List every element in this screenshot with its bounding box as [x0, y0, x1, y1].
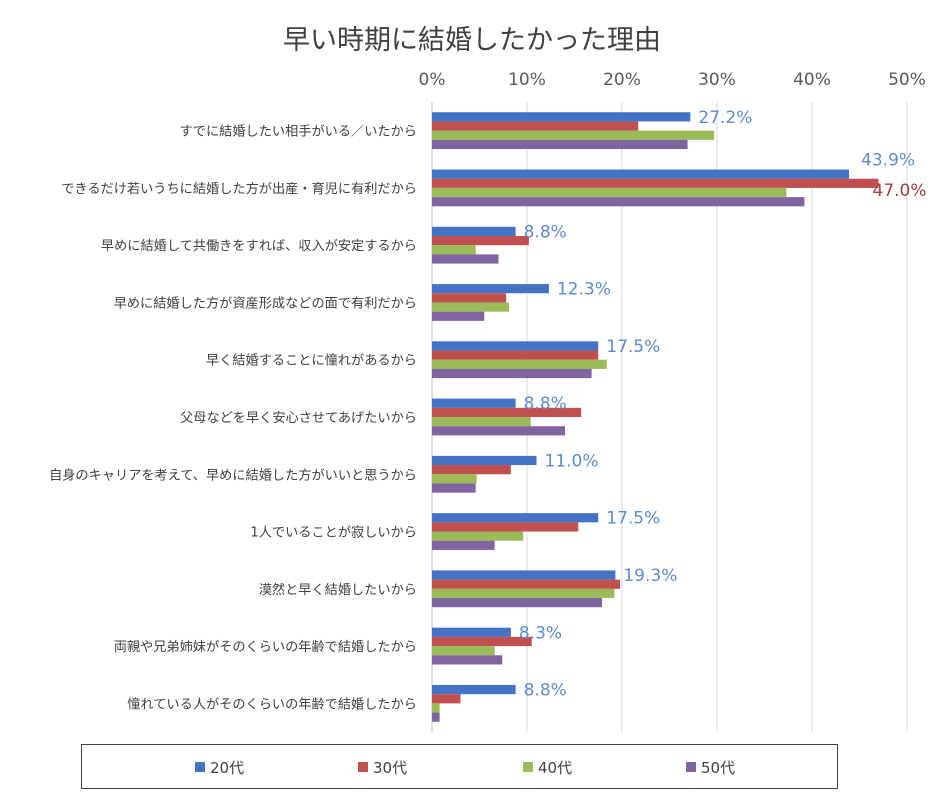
- bar: [432, 694, 461, 704]
- bar: [432, 341, 599, 351]
- bar: [432, 646, 495, 656]
- bar: [432, 293, 507, 303]
- bar: [432, 169, 850, 179]
- bar: [432, 636, 532, 647]
- bar: [432, 178, 879, 188]
- bar: [432, 112, 691, 122]
- bar: [432, 254, 499, 264]
- bar: [432, 474, 477, 484]
- bar: [432, 540, 495, 550]
- legend-swatch: [195, 762, 205, 772]
- data-label: 47.0%: [873, 181, 927, 201]
- bar: [432, 598, 603, 608]
- data-label: 8.3%: [519, 623, 562, 643]
- bar: [432, 483, 476, 493]
- bar: [432, 187, 787, 198]
- legend-item: 30代: [358, 757, 407, 777]
- chart-title: 早い時期に結婚したかった理由: [283, 25, 661, 56]
- bar: [432, 588, 615, 599]
- legend-item: 20代: [195, 757, 244, 777]
- bar: [432, 684, 516, 695]
- data-label: 17.5%: [606, 337, 660, 357]
- bar: [432, 712, 440, 722]
- data-label: 17.5%: [606, 509, 660, 529]
- bar: [432, 121, 639, 131]
- bar: [432, 226, 516, 236]
- bar: [432, 407, 582, 417]
- chart-legend: 20代 30代 40代 50代: [81, 744, 838, 789]
- legend-label: 30代: [373, 758, 408, 777]
- bar: [432, 130, 715, 140]
- category-label: 早めに結婚して共働きをすれば、収入が安定するから: [101, 238, 417, 254]
- bar: [432, 513, 599, 523]
- legend-swatch: [686, 762, 696, 772]
- bar: [432, 703, 440, 713]
- bar: [432, 570, 616, 580]
- bar: [432, 284, 549, 294]
- data-label: 8.8%: [524, 222, 567, 242]
- category-label: 父母などを早く安心させてあげたいから: [180, 410, 417, 426]
- data-label: 27.2%: [698, 108, 752, 128]
- bar: [432, 455, 537, 466]
- data-label: 12.3%: [557, 280, 611, 300]
- bar: [432, 350, 599, 360]
- bar: [432, 522, 579, 532]
- legend-swatch: [523, 762, 533, 772]
- legend-label: 40代: [538, 758, 573, 777]
- category-label: 早めに結婚した方が資産形成などの面で有利だから: [114, 295, 417, 311]
- bar: [432, 139, 688, 150]
- data-label: 11.0%: [545, 451, 599, 471]
- legend-item: 50代: [686, 757, 735, 777]
- data-label: 43.9%: [861, 151, 915, 171]
- bar: [432, 627, 511, 637]
- bar: [432, 531, 524, 541]
- legend-item: 40代: [523, 757, 572, 777]
- category-label: 早く結婚することに憧れがあるから: [206, 353, 417, 369]
- x-tick-label: 10%: [508, 70, 546, 90]
- x-tick-label: 0%: [419, 70, 446, 90]
- bar: [432, 197, 805, 207]
- bar: [432, 368, 592, 379]
- bar: [432, 359, 607, 369]
- x-tick-label: 50%: [888, 70, 926, 90]
- category-label: 憧れている人がそのくらいの年齢で結婚したから: [127, 696, 417, 712]
- data-label: 8.8%: [524, 394, 567, 414]
- bar: [432, 465, 511, 475]
- category-label: すでに結婚したい相手がいる／いたから: [179, 124, 417, 140]
- category-label: 漠然と早く結婚したいから: [259, 581, 417, 598]
- category-label: できるだけ若いうちに結婚した方が出産・育児に有利だから: [61, 181, 417, 197]
- legend-label: 50代: [701, 758, 736, 777]
- x-tick-label: 20%: [603, 70, 641, 90]
- bar: [432, 426, 565, 436]
- bar: [432, 302, 509, 312]
- bar: [432, 245, 476, 255]
- bar: [432, 398, 516, 408]
- category-label: 自身のキャリアを考えて、早めに結婚した方がいいと思うから: [49, 467, 417, 483]
- x-tick-label: 40%: [793, 70, 831, 90]
- data-label: 8.8%: [524, 681, 567, 701]
- bar: [432, 235, 529, 246]
- bar: [432, 579, 621, 589]
- bar: [432, 311, 485, 321]
- category-label: 1人でいることが寂しいから: [250, 525, 417, 541]
- chart-plot: 0% 10% 20% 30% 40% 50% すでに結婚したい相手がいる／いたからできるだけ…: [49, 70, 927, 732]
- data-label: 19.3%: [623, 566, 677, 586]
- category-label: 両親や兄弟姉妹がそのくらいの年齢で結婚したから: [114, 639, 417, 655]
- bar: [432, 655, 503, 665]
- x-tick-label: 30%: [698, 70, 736, 90]
- bar: [432, 417, 531, 427]
- legend-swatch: [358, 762, 368, 772]
- legend-label: 20代: [210, 758, 245, 777]
